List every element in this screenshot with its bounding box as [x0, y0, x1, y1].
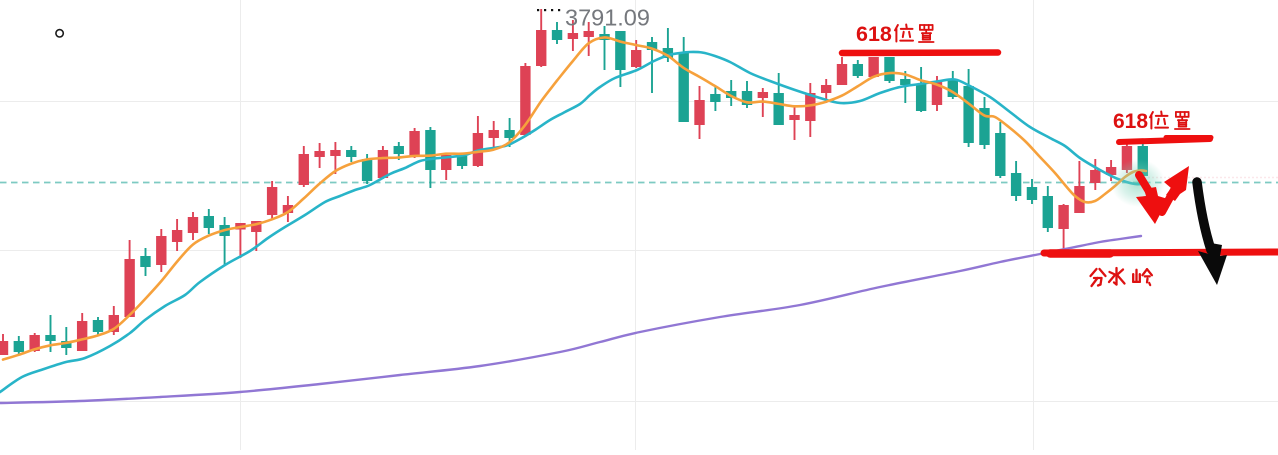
svg-text:618: 618 [1113, 110, 1148, 133]
svg-text:618: 618 [856, 22, 892, 46]
svg-text:3791.09: 3791.09 [565, 5, 650, 31]
